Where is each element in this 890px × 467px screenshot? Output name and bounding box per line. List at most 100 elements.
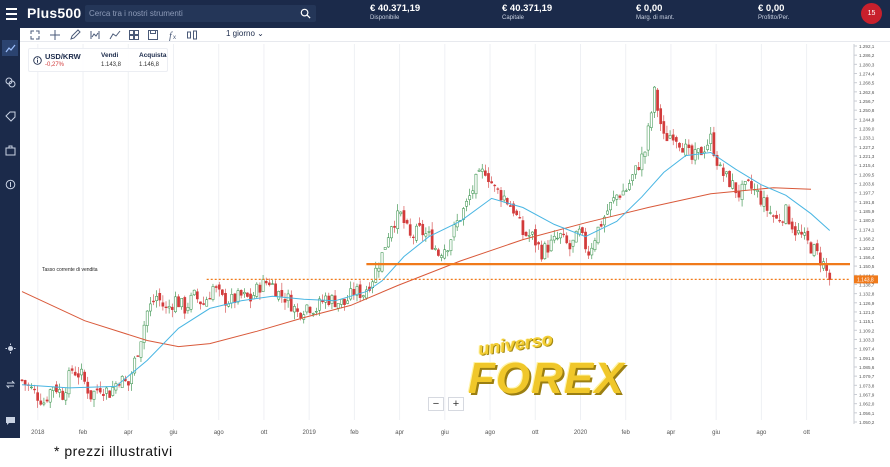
candle-body bbox=[700, 146, 703, 156]
candle-body bbox=[612, 197, 616, 202]
candle-body bbox=[696, 148, 700, 153]
search-icon[interactable] bbox=[300, 8, 311, 19]
candle-body bbox=[662, 121, 666, 134]
price-chart[interactable]: 2018 feb apr giu ago ott 2019 feb apr giu ago ott 20… bbox=[20, 42, 890, 438]
candle-body bbox=[800, 231, 803, 235]
candle-body bbox=[233, 293, 237, 303]
theme-sun-icon[interactable] bbox=[2, 340, 18, 356]
candle-body bbox=[343, 298, 346, 305]
candle-body bbox=[177, 296, 180, 308]
candle-body bbox=[358, 284, 362, 298]
candle-body bbox=[828, 272, 832, 280]
funds-icon[interactable] bbox=[2, 176, 18, 192]
save-icon[interactable] bbox=[147, 29, 159, 41]
candle-body bbox=[762, 197, 766, 207]
candle-body bbox=[183, 297, 187, 314]
chart-type-icon[interactable] bbox=[109, 29, 121, 41]
candle-body bbox=[750, 181, 753, 189]
candle-body bbox=[618, 195, 622, 198]
switch-mode-icon[interactable] bbox=[2, 376, 18, 392]
y-tick-label: 1.197,7 bbox=[859, 191, 875, 196]
notifications-badge[interactable]: 15 bbox=[861, 3, 882, 24]
candle-body bbox=[180, 298, 184, 308]
y-tick-label: 1.073,8 bbox=[859, 383, 875, 388]
current-rate-tag bbox=[854, 275, 878, 284]
y-tick-label: 1.262,6 bbox=[859, 90, 875, 95]
x-tick-label: 2020 bbox=[574, 430, 588, 436]
candle-body bbox=[205, 299, 209, 307]
candle-body bbox=[411, 236, 415, 239]
candle-body bbox=[524, 231, 528, 236]
search-box[interactable] bbox=[85, 5, 316, 22]
x-tick-label: giu bbox=[169, 430, 177, 436]
zoom-out-button[interactable]: − bbox=[428, 397, 444, 411]
candle-body bbox=[299, 312, 302, 319]
chart-canvas[interactable]: 2018 feb apr giu ago ott 2019 feb apr giu ago ott 20… bbox=[20, 42, 890, 438]
candle-body bbox=[687, 144, 691, 148]
moving-average-slow bbox=[21, 187, 812, 348]
candle-body bbox=[239, 290, 243, 296]
candle-body bbox=[543, 243, 547, 259]
search-input[interactable] bbox=[89, 6, 294, 21]
y-tick-label: 1.091,5 bbox=[859, 356, 875, 361]
candle-body bbox=[718, 164, 722, 167]
y-tick-label: 1.256,7 bbox=[859, 99, 875, 104]
candle-body bbox=[449, 239, 453, 251]
candle-body bbox=[277, 291, 281, 300]
candle-body bbox=[734, 182, 738, 194]
indicator-icon[interactable] bbox=[89, 29, 101, 41]
candle-body bbox=[546, 244, 550, 253]
candle-body bbox=[668, 135, 672, 139]
y-tick-label: 1.056,1 bbox=[859, 411, 875, 416]
buy-price: 1.146,8 bbox=[139, 62, 160, 68]
menu-icon[interactable] bbox=[0, 0, 22, 28]
candle-body bbox=[484, 170, 487, 176]
candle-body bbox=[189, 294, 193, 310]
candle-body bbox=[534, 229, 537, 246]
tag-icon[interactable] bbox=[2, 108, 18, 124]
exchange-icon[interactable] bbox=[2, 74, 18, 90]
info-icon[interactable] bbox=[33, 56, 42, 65]
compare-icon[interactable] bbox=[186, 29, 198, 41]
briefcase-icon[interactable] bbox=[2, 142, 18, 158]
candle-body bbox=[628, 183, 631, 190]
x-tick-label: feb bbox=[622, 430, 631, 436]
x-tick-label: apr bbox=[124, 430, 133, 436]
candle-body bbox=[815, 243, 819, 252]
candle-body bbox=[20, 379, 24, 381]
candle-body bbox=[415, 225, 418, 241]
candle-body bbox=[102, 393, 105, 396]
y-tick-label: 1.227,2 bbox=[859, 145, 875, 150]
candle-body bbox=[45, 399, 49, 402]
candle-body bbox=[418, 222, 421, 226]
candle-body bbox=[521, 220, 525, 236]
chat-icon[interactable] bbox=[2, 412, 18, 428]
crosshair-icon[interactable] bbox=[49, 29, 61, 41]
x-tick-label: ago bbox=[485, 430, 496, 436]
candle-body bbox=[468, 195, 472, 200]
candle-body bbox=[390, 226, 393, 239]
candle-body bbox=[574, 231, 578, 243]
pencil-icon[interactable] bbox=[69, 29, 81, 41]
candle-body bbox=[505, 198, 509, 205]
x-tick-label: giu bbox=[712, 430, 720, 436]
fullscreen-icon[interactable] bbox=[29, 29, 41, 41]
candle-body bbox=[671, 134, 675, 141]
candle-body bbox=[77, 373, 80, 378]
candle-body bbox=[80, 368, 83, 376]
svg-text:x: x bbox=[173, 35, 176, 41]
layout-grid-icon[interactable] bbox=[128, 29, 140, 41]
svg-text:f: f bbox=[169, 31, 173, 41]
candle-body bbox=[242, 291, 246, 295]
y-tick-label: 1.174,1 bbox=[859, 227, 875, 232]
candle-body bbox=[512, 203, 515, 214]
chart-icon[interactable] bbox=[2, 40, 18, 56]
zoom-in-button[interactable]: + bbox=[448, 397, 464, 411]
x-tick-label: 2018 bbox=[31, 430, 45, 436]
candle-body bbox=[455, 220, 459, 228]
y-tick-label: 1.292,1 bbox=[859, 44, 875, 49]
timeframe-select[interactable]: 1 giorno ⌄ bbox=[226, 29, 264, 38]
x-tick-label: feb bbox=[350, 430, 359, 436]
